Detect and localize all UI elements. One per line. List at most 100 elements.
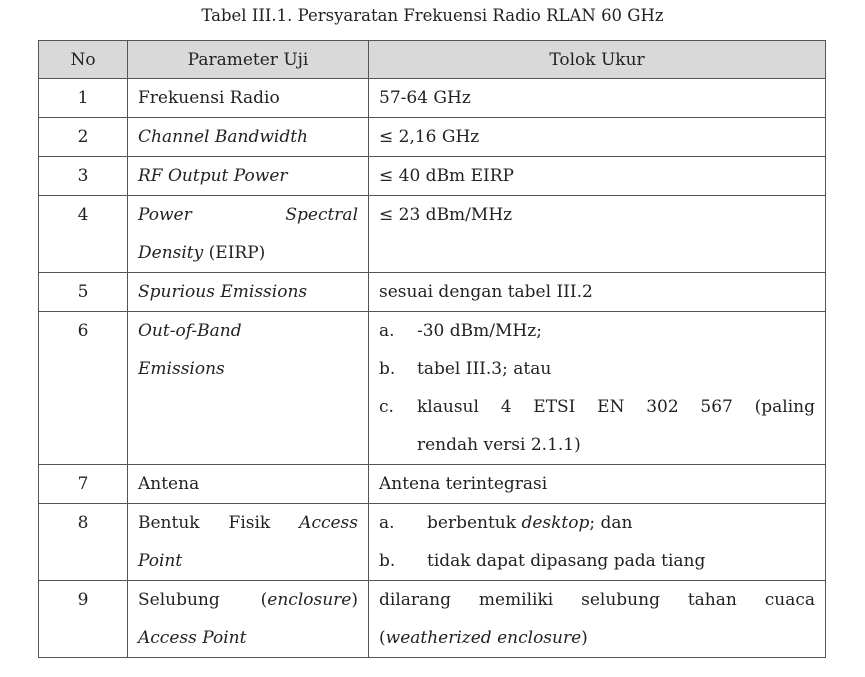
row-number-text: 9 <box>77 590 89 610</box>
parameter-cell: RF Output Power <box>127 156 369 196</box>
tolok-ukur-cell: ≤ 2,16 GHz <box>368 117 826 157</box>
text-segment: Antena <box>138 474 200 494</box>
table-row: 8 Bentuk Fisik Access Point a. berbentuk des… <box>38 503 826 581</box>
row-number: 2 <box>38 117 128 157</box>
cell-line: Access Point <box>138 619 358 657</box>
text-segment: 57-64 GHz <box>379 88 471 108</box>
cell-line: Bentuk Fisik Access <box>138 504 358 542</box>
cell-line: Antena <box>138 465 358 503</box>
tolok-ukur-cell: ≤ 23 dBm/MHz <box>368 195 826 273</box>
text-segment: ≤ 2,16 GHz <box>379 127 480 147</box>
parameter-cell: Selubung (enclosure) Access Point <box>127 580 369 658</box>
text-segment: ≤ 40 dBm EIRP <box>379 166 514 186</box>
table-row: 2 Channel Bandwidth ≤ 2,16 GHz <box>38 117 826 157</box>
row-number: 5 <box>38 272 128 312</box>
row-number: 7 <box>38 464 128 504</box>
cell-line: 57-64 GHz <box>379 79 815 117</box>
cell-line: b. tidak dapat dipasang pada tiang <box>379 542 815 580</box>
text-segment: Out-of-Band <box>138 321 242 341</box>
text-segment <box>192 205 286 225</box>
text-segment: dilarang memiliki selubung tahan cuaca <box>379 590 815 610</box>
text-segment: Density <box>138 243 204 263</box>
text-segment: berbentuk <box>427 513 522 533</box>
text-segment: Point <box>138 551 183 571</box>
text-segment: Antena terintegrasi <box>379 474 548 494</box>
cell-line: sesuai dengan tabel III.2 <box>379 273 815 311</box>
row-number-text: 5 <box>77 282 89 302</box>
cell-line: rendah versi 2.1.1) <box>379 426 815 464</box>
text-segment: ; dan <box>589 513 633 533</box>
tolok-ukur-cell: sesuai dengan tabel III.2 <box>368 272 826 312</box>
cell-line: Frekuensi Radio <box>138 79 358 117</box>
text-segment: Frekuensi Radio <box>138 88 280 108</box>
cell-line: Selubung (enclosure) <box>138 581 358 619</box>
cell-line: Antena terintegrasi <box>379 465 815 503</box>
row-number: 8 <box>38 503 128 581</box>
text-segment: enclosure <box>267 590 352 610</box>
text-segment: RF Output Power <box>138 166 288 186</box>
cell-line <box>379 234 815 272</box>
cell-line: ≤ 23 dBm/MHz <box>379 196 815 234</box>
text-segment: Channel Bandwidth <box>138 127 308 147</box>
text-segment: ( <box>379 628 386 648</box>
text-segment: Power <box>138 205 192 225</box>
row-number: 9 <box>38 580 128 658</box>
cell-line: ≤ 2,16 GHz <box>379 118 815 156</box>
requirements-table: No Parameter Uji Tolok Ukur 1 Frekuensi R… <box>38 40 826 658</box>
table-row: 1 Frekuensi Radio 57-64 GHz <box>38 78 826 118</box>
parameter-cell: Spurious Emissions <box>127 272 369 312</box>
text-segment: weatherized enclosure <box>385 628 582 648</box>
parameter-cell: Frekuensi Radio <box>127 78 369 118</box>
cell-line <box>138 426 358 464</box>
tolok-ukur-cell: Antena terintegrasi <box>368 464 826 504</box>
cell-line: b. tabel III.3; atau <box>379 350 815 388</box>
list-marker: b. <box>379 359 396 379</box>
cell-line: Emissions <box>138 350 358 388</box>
text-segment: ≤ 23 dBm/MHz <box>379 205 513 225</box>
row-number-text: 6 <box>77 321 89 341</box>
cell-line: a. berbentuk desktop; dan <box>379 504 815 542</box>
text-segment: desktop <box>521 513 590 533</box>
tolok-ukur-cell: dilarang memiliki selubung tahan cuaca (w… <box>368 580 826 658</box>
header-tolok-ukur: Tolok Ukur <box>368 40 826 79</box>
cell-line <box>138 388 358 426</box>
list-marker: a. <box>379 513 395 533</box>
row-number: 3 <box>38 156 128 196</box>
cell-line: Point <box>138 542 358 580</box>
parameter-cell: Bentuk Fisik Access Point <box>127 503 369 581</box>
tolok-ukur-cell: 57-64 GHz <box>368 78 826 118</box>
header-no: No <box>38 40 128 79</box>
cell-line: Channel Bandwidth <box>138 118 358 156</box>
parameter-cell: Out-of-Band Emissions <box>127 311 369 465</box>
table-row: 9 Selubung (enclosure) Access Point dilaran… <box>38 580 826 658</box>
table-row: 7 Antena Antena terintegrasi <box>38 464 826 504</box>
text-segment: Emissions <box>138 359 225 379</box>
table-row: 3 RF Output Power ≤ 40 dBm EIRP <box>38 156 826 196</box>
text-segment: Bentuk Fisik <box>138 513 300 533</box>
row-number-text: 1 <box>77 88 89 108</box>
text-segment: rendah versi 2.1.1) <box>417 435 581 455</box>
text-segment: klausul 4 ETSI EN 302 567 (paling <box>417 397 815 417</box>
text-segment: tabel III.3; atau <box>417 359 552 379</box>
text-segment: -30 dBm/MHz; <box>417 321 542 341</box>
text-segment: Access <box>299 513 358 533</box>
cell-line: RF Output Power <box>138 157 358 195</box>
text-segment: Spurious Emissions <box>138 282 308 302</box>
tolok-ukur-cell: ≤ 40 dBm EIRP <box>368 156 826 196</box>
list-marker: c. <box>379 397 394 417</box>
cell-line: Power Spectral <box>138 196 358 234</box>
row-number-text: 8 <box>77 513 89 533</box>
cell-line: Out-of-Band <box>138 312 358 350</box>
list-marker: a. <box>379 321 395 341</box>
parameter-cell: Power Spectral Density (EIRP) <box>127 195 369 273</box>
text-segment: Selubung ( <box>138 590 268 610</box>
text-segment: ) <box>581 628 588 648</box>
text-segment: Access Point <box>138 628 247 648</box>
table-row: 5 Spurious Emissions sesuai dengan tabel I… <box>38 272 826 312</box>
parameter-cell: Channel Bandwidth <box>127 117 369 157</box>
text-segment: Spectral <box>285 205 358 225</box>
table-header-row: No Parameter Uji Tolok Ukur <box>38 40 826 79</box>
table-row: 6 Out-of-Band Emissions a. -30 dBm/MHz; b. ta… <box>38 311 826 465</box>
list-marker: b. <box>379 551 396 571</box>
row-number-text: 4 <box>77 205 89 225</box>
